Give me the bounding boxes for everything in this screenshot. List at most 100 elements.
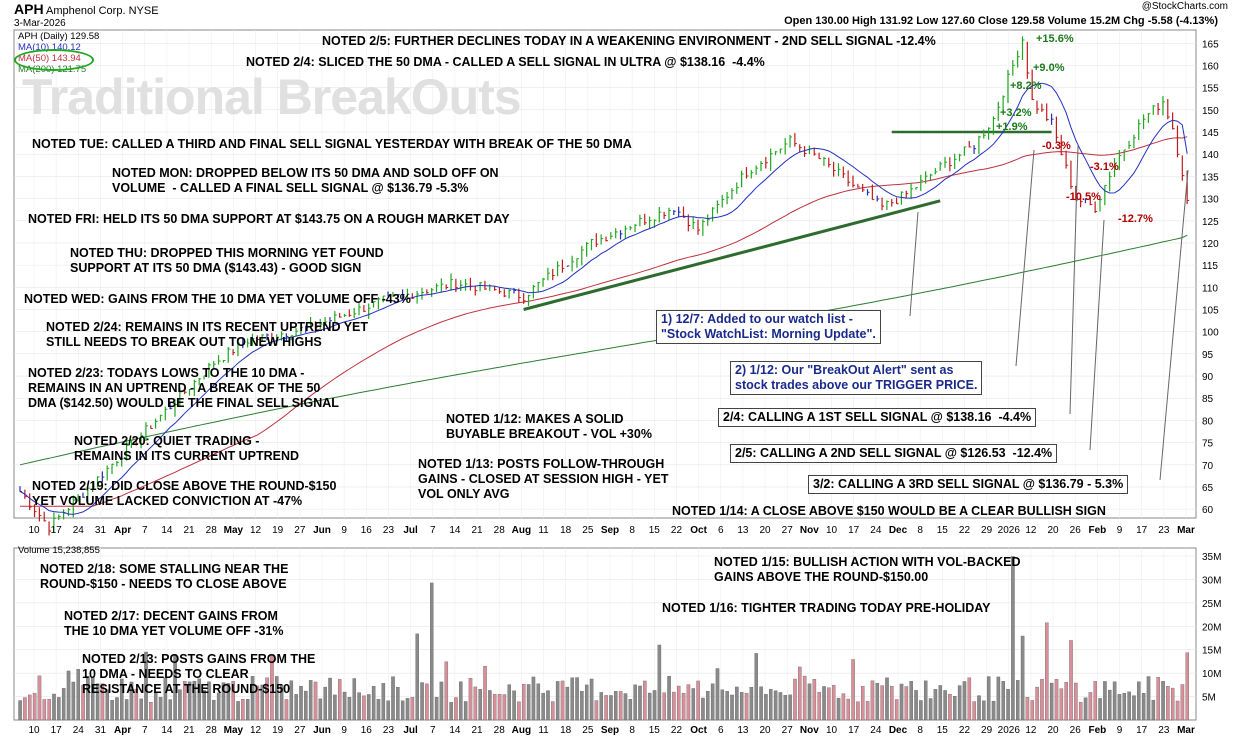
callout-line bbox=[1089, 219, 1105, 451]
ma50-path bbox=[20, 136, 1188, 507]
volume-bar bbox=[52, 693, 56, 721]
volume-bar bbox=[197, 678, 202, 721]
volume-bar bbox=[962, 681, 967, 721]
trend-lines bbox=[523, 130, 1052, 311]
volume-bar bbox=[1078, 702, 1083, 721]
x-tick-label: 17 bbox=[848, 525, 860, 536]
volume-bar bbox=[831, 685, 836, 721]
price-tick-label: 135 bbox=[1202, 172, 1219, 183]
volume-tick-label: 5M bbox=[1202, 693, 1216, 704]
volume-bar bbox=[546, 690, 550, 721]
volume-bar bbox=[919, 700, 923, 721]
note-2-13: NOTED 2/13: POSTS GAINS FROM THE 10 DMA … bbox=[82, 652, 316, 696]
volume-tick-label: 20M bbox=[1202, 622, 1221, 633]
pct-label-9: -12.7% bbox=[1118, 213, 1153, 225]
volume-bar bbox=[284, 699, 289, 721]
volume-bar bbox=[468, 677, 473, 721]
x-tick-label: 2026 bbox=[998, 525, 1021, 536]
volume-bar bbox=[275, 676, 279, 721]
volume-bar bbox=[584, 684, 589, 721]
volume-bar bbox=[1016, 680, 1020, 721]
volume-bar bbox=[1006, 689, 1010, 721]
watermark: Traditional BreakOuts bbox=[22, 69, 522, 125]
volume-bar bbox=[923, 680, 928, 721]
volume-bar bbox=[216, 692, 221, 721]
volume-bar bbox=[95, 683, 100, 721]
price-tick-label: 145 bbox=[1202, 128, 1219, 139]
x-tick-label: 14 bbox=[161, 525, 173, 536]
note-2-17: NOTED 2/17: DECENT GAINS FROM THE 10 DMA… bbox=[64, 609, 284, 638]
volume-bar bbox=[420, 682, 424, 721]
volume-bar bbox=[1161, 681, 1165, 721]
volume-bar bbox=[735, 686, 739, 721]
price-panel-frame bbox=[13, 29, 1197, 519]
price-tick-label: 100 bbox=[1202, 328, 1219, 339]
volume-bar bbox=[357, 692, 361, 721]
volume-bar bbox=[71, 681, 76, 721]
volume-bar bbox=[633, 684, 637, 721]
volume-bar bbox=[502, 694, 507, 721]
volume-bar bbox=[982, 700, 986, 721]
x-tick-label: 6 bbox=[718, 725, 724, 736]
volume-bar bbox=[614, 691, 618, 721]
x-tick-label: Jul bbox=[403, 725, 418, 736]
note-2-18: NOTED 2/18: SOME STALLING NEAR THE ROUND… bbox=[40, 562, 289, 591]
volume-bar bbox=[856, 701, 860, 721]
volume-bar bbox=[517, 701, 521, 721]
volume-bar bbox=[449, 702, 453, 721]
x-tick-label: 26 bbox=[1070, 725, 1082, 736]
volume-bar bbox=[178, 689, 182, 721]
volume-bar bbox=[110, 700, 114, 721]
volume-bar bbox=[749, 687, 754, 721]
volume-bar bbox=[1127, 691, 1131, 721]
x-tick-label: Feb bbox=[1088, 725, 1106, 736]
x-tick-label: Jul bbox=[403, 525, 418, 536]
volume-bar bbox=[1074, 682, 1078, 721]
volume-bar bbox=[928, 698, 933, 721]
x-tick-label: 27 bbox=[782, 725, 794, 736]
price-tick-label: 115 bbox=[1202, 261, 1218, 272]
volume-bar bbox=[192, 680, 197, 721]
x-tick-label: 9 bbox=[1117, 525, 1123, 536]
volume-bar bbox=[483, 665, 487, 721]
chart-title: APH Amphenol Corp. NYSE bbox=[14, 1, 159, 17]
volume-bar bbox=[948, 693, 952, 721]
volume-bar bbox=[66, 670, 71, 721]
volume-bar bbox=[425, 683, 429, 721]
x-tick-label: 11 bbox=[538, 725, 549, 736]
volume-bar bbox=[23, 697, 27, 721]
volume-bar bbox=[444, 661, 449, 721]
volume-bar bbox=[938, 685, 943, 721]
volume-bar bbox=[710, 683, 715, 721]
x-tick-label: 31 bbox=[95, 725, 107, 736]
volume-bar bbox=[459, 681, 463, 721]
volume-bar bbox=[996, 676, 1001, 721]
volume-bar bbox=[492, 694, 497, 721]
x-tick-label: 22 bbox=[671, 525, 683, 536]
volume-bar bbox=[1180, 684, 1185, 721]
x-tick-label: 28 bbox=[494, 725, 506, 736]
x-tick-label: 17 bbox=[848, 725, 860, 736]
volume-bar bbox=[163, 677, 168, 721]
x-tick-label: Jun bbox=[313, 725, 331, 736]
volume-bar bbox=[139, 698, 143, 721]
x-tick-label: May bbox=[224, 725, 244, 736]
volume-bar bbox=[657, 644, 662, 721]
volume-bar bbox=[304, 690, 308, 721]
volume-bar bbox=[463, 701, 468, 721]
support-trendline bbox=[523, 199, 941, 311]
volume-bar bbox=[565, 686, 570, 721]
volume-bar bbox=[279, 684, 284, 721]
x-tick-label: 7 bbox=[142, 725, 148, 736]
pct-label-7: -3.1% bbox=[1090, 161, 1119, 173]
x-tick-label: 10 bbox=[826, 525, 838, 536]
axis-labels: 6065707580859095100105110115120125130135… bbox=[28, 39, 1221, 736]
price-tick-label: 105 bbox=[1202, 305, 1219, 316]
price-tick-label: 75 bbox=[1202, 439, 1214, 450]
x-tick-label: 7 bbox=[430, 725, 436, 736]
x-tick-label: 17 bbox=[51, 525, 63, 536]
note-2-24: NOTED 2/24: REMAINS IN ITS RECENT UPTREN… bbox=[46, 320, 369, 349]
x-tick-label: 27 bbox=[294, 525, 306, 536]
volume-bar bbox=[880, 685, 884, 721]
pct-label-6: -0.3% bbox=[1042, 140, 1071, 152]
